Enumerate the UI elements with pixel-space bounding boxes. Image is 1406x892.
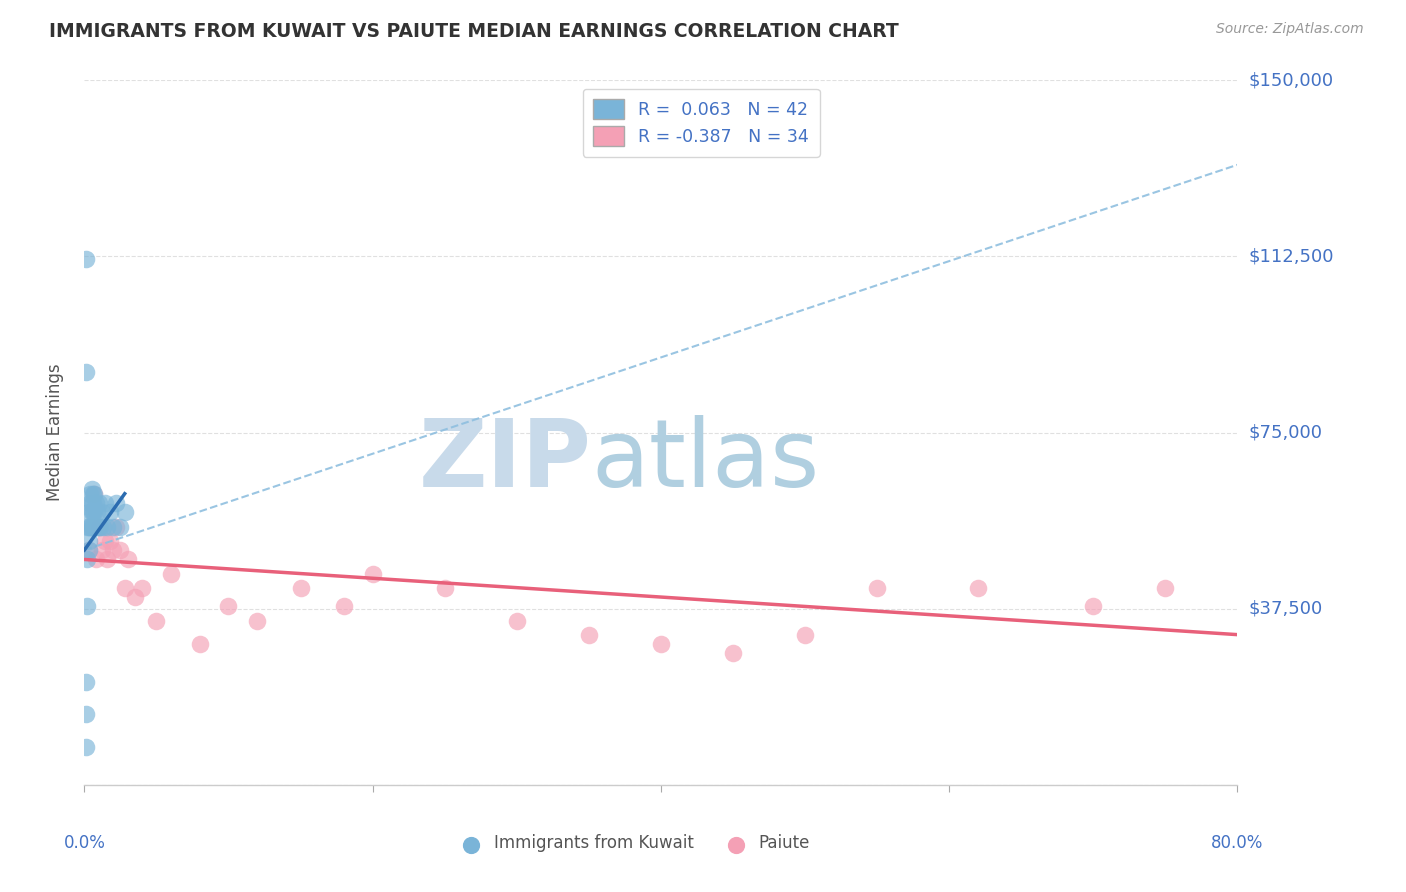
Point	[290, 581, 312, 595]
Point	[794, 627, 817, 641]
Point	[105, 496, 128, 510]
Point	[721, 647, 744, 661]
Point	[218, 599, 240, 614]
Point	[75, 252, 97, 266]
Point	[967, 581, 990, 595]
Point	[83, 486, 105, 500]
Legend: R =  0.063   N = 42, R = -0.387   N = 34: R = 0.063 N = 42, R = -0.387 N = 34	[583, 89, 820, 157]
Point	[105, 519, 128, 533]
Point	[82, 496, 104, 510]
Text: $112,500: $112,500	[1249, 247, 1334, 266]
Point	[84, 519, 107, 533]
Text: $75,000: $75,000	[1249, 424, 1323, 442]
Point	[91, 519, 114, 533]
Point	[87, 519, 110, 533]
Point	[650, 637, 672, 651]
Point	[98, 533, 121, 548]
Point	[114, 506, 136, 520]
Point	[86, 519, 108, 533]
Point	[82, 506, 104, 520]
Point	[866, 581, 889, 595]
Text: Source: ZipAtlas.com: Source: ZipAtlas.com	[1216, 22, 1364, 37]
Text: $150,000: $150,000	[1249, 71, 1334, 89]
Text: Paiute: Paiute	[759, 834, 810, 853]
Point	[80, 519, 103, 533]
Point	[246, 614, 269, 628]
Point	[110, 543, 132, 558]
Point	[83, 486, 105, 500]
Point	[82, 519, 104, 533]
Point	[80, 482, 103, 496]
Point	[433, 581, 456, 595]
Point	[83, 506, 105, 520]
Point	[117, 552, 139, 566]
Point	[87, 496, 110, 510]
Point	[80, 496, 103, 510]
Point	[103, 543, 124, 558]
Point	[77, 533, 100, 548]
Point	[555, 778, 578, 792]
Point	[89, 519, 111, 533]
Text: 80.0%: 80.0%	[1211, 834, 1264, 852]
Point	[77, 543, 100, 558]
Point	[84, 552, 107, 566]
Point	[79, 496, 101, 510]
Text: Immigrants from Kuwait: Immigrants from Kuwait	[494, 834, 693, 853]
Point	[103, 519, 124, 533]
Point	[75, 674, 97, 689]
Point	[77, 543, 100, 558]
Point	[96, 552, 118, 566]
Point	[98, 506, 121, 520]
Point	[77, 519, 100, 533]
Text: 0.0%: 0.0%	[63, 834, 105, 852]
Point	[75, 740, 97, 755]
Point	[333, 599, 356, 614]
Point	[145, 614, 167, 628]
Y-axis label: Median Earnings: Median Earnings	[45, 364, 63, 501]
Text: $37,500: $37,500	[1249, 599, 1323, 618]
Point	[90, 506, 112, 520]
Point	[87, 519, 110, 533]
Point	[82, 486, 104, 500]
Point	[887, 778, 910, 792]
Point	[79, 519, 101, 533]
Point	[77, 506, 100, 520]
Point	[160, 566, 183, 581]
Point	[361, 566, 384, 581]
Point	[90, 543, 112, 558]
Point	[80, 519, 103, 533]
Point	[86, 506, 108, 520]
Point	[76, 552, 98, 566]
Point	[93, 496, 115, 510]
Point	[506, 614, 529, 628]
Point	[83, 519, 105, 533]
Point	[188, 637, 211, 651]
Point	[79, 486, 101, 500]
Point	[578, 627, 600, 641]
Point	[76, 519, 98, 533]
Point	[124, 590, 146, 604]
Point	[75, 707, 97, 722]
Point	[114, 581, 136, 595]
Text: ZIP: ZIP	[419, 415, 592, 507]
Point	[75, 365, 97, 379]
Point	[93, 533, 115, 548]
Point	[76, 599, 98, 614]
Point	[131, 581, 153, 595]
Point	[84, 496, 107, 510]
Point	[80, 506, 103, 520]
Point	[110, 519, 132, 533]
Point	[1154, 581, 1177, 595]
Text: IMMIGRANTS FROM KUWAIT VS PAIUTE MEDIAN EARNINGS CORRELATION CHART: IMMIGRANTS FROM KUWAIT VS PAIUTE MEDIAN …	[49, 22, 898, 41]
Point	[96, 519, 118, 533]
Text: atlas: atlas	[592, 415, 820, 507]
Point	[1083, 599, 1105, 614]
